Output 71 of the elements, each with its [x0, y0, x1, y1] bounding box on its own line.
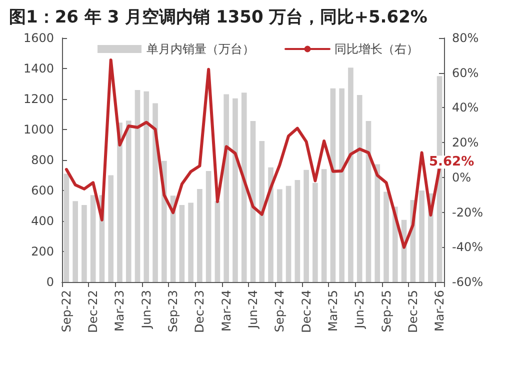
bar — [384, 192, 389, 282]
y-tick-label: 1200 — [23, 92, 54, 106]
y-tick-label: 200 — [31, 244, 54, 258]
bar — [144, 91, 150, 282]
bar — [64, 174, 70, 282]
x-tick-label: Sep-23 — [166, 290, 180, 332]
bar — [374, 164, 380, 282]
x-tick-label: Dec-23 — [192, 290, 207, 333]
y-tick-label: 400 — [31, 214, 54, 228]
bar — [294, 180, 300, 282]
y2-tick-label: 80% — [452, 31, 479, 45]
chart-title: 图1：26 年 3 月空调内销 1350 万台，同比+5.62% — [9, 8, 428, 28]
y2-tick-label: 60% — [452, 66, 479, 80]
x-tick-label: Sep-24 — [272, 290, 287, 332]
bar — [366, 120, 372, 282]
bar — [224, 94, 230, 282]
x-tick-label: Jun-25 — [352, 290, 367, 330]
y2-tick-label: 0% — [452, 170, 472, 184]
x-tick-label: Mar-24 — [219, 290, 234, 332]
bar — [312, 182, 318, 282]
bar — [276, 189, 282, 282]
bar — [321, 169, 327, 282]
bar — [126, 120, 132, 282]
bar — [134, 90, 140, 282]
y-tick-label: 1000 — [23, 122, 54, 136]
bar — [286, 186, 292, 282]
y-tick-label: 600 — [31, 184, 54, 198]
y-tick-label: 800 — [31, 153, 54, 167]
bar — [179, 204, 185, 282]
bar — [117, 122, 122, 282]
x-tick-label: Mar-23 — [112, 290, 127, 332]
bar — [214, 201, 220, 282]
bar — [241, 92, 247, 282]
bar — [152, 103, 158, 282]
bar — [304, 170, 309, 282]
bar — [90, 195, 96, 282]
x-tick-label: Sep-22 — [59, 290, 74, 332]
y2-tick-label: -20% — [452, 205, 484, 220]
data-label: 5.62% — [429, 154, 474, 170]
bar — [72, 201, 78, 282]
bar — [188, 202, 194, 282]
y2-tick-label: -60% — [452, 275, 484, 289]
x-tick-label: Jun-23 — [139, 290, 154, 330]
y2-tick-label: 40% — [452, 100, 479, 115]
x-tick-label: Dec-25 — [406, 290, 420, 333]
x-tick-label: Dec-22 — [86, 290, 100, 333]
bar — [206, 170, 212, 282]
x-tick-label: Sep-25 — [379, 290, 394, 332]
bar — [330, 88, 336, 282]
bar — [348, 68, 354, 282]
bar — [419, 190, 424, 282]
bar — [268, 167, 274, 282]
bar — [339, 88, 344, 282]
x-tick-label: Mar-25 — [326, 290, 340, 332]
bar — [82, 204, 87, 282]
bar — [259, 140, 265, 282]
legend-label: 单月内销量（万台） — [146, 42, 254, 56]
legend-label: 同比增长（右） — [334, 42, 418, 56]
y2-tick-label: 20% — [452, 136, 479, 150]
bar — [356, 95, 362, 282]
bar — [108, 175, 114, 282]
y-tick-label: 0 — [46, 275, 54, 289]
bar — [250, 120, 256, 282]
y2-tick-label: -40% — [452, 240, 484, 254]
x-tick-label: Mar-26 — [432, 290, 447, 332]
x-tick-label: Jun-24 — [246, 290, 260, 330]
bar — [232, 98, 238, 282]
y-tick-label: 1600 — [23, 31, 54, 45]
x-tick-label: Dec-24 — [299, 290, 314, 333]
bar — [197, 188, 202, 282]
y-tick-label: 1400 — [23, 62, 54, 76]
